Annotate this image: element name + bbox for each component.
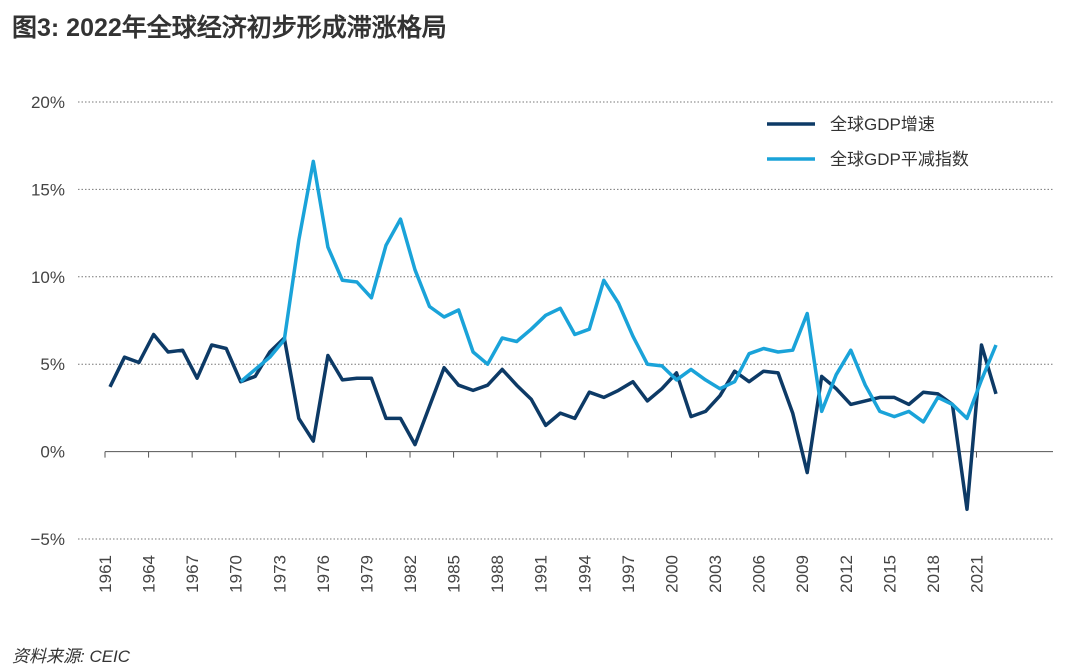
x-tick-label: 1973 (270, 555, 289, 593)
y-tick-label: 15% (31, 180, 65, 199)
x-tick-label: 1988 (488, 555, 507, 593)
series-line (108, 332, 998, 512)
legend-label: 全球GDP平减指数 (830, 150, 969, 169)
x-tick-label: 1979 (357, 555, 376, 593)
x-tick-label: 2012 (837, 555, 856, 593)
y-tick-label: −5% (31, 530, 66, 549)
x-tick-label: 1964 (140, 555, 159, 593)
series-line (239, 159, 998, 424)
y-tick-label: 5% (40, 355, 65, 374)
y-tick-label: 10% (31, 268, 65, 287)
x-tick-label: 2021 (967, 555, 986, 593)
x-tick-label: 2003 (706, 555, 725, 593)
y-tick-label: 20% (31, 93, 65, 112)
chart-title: 图3: 2022年全球经济初步形成滞涨格局 (12, 13, 447, 42)
legend-label: 全球GDP增速 (830, 115, 935, 134)
x-tick-label: 1961 (96, 555, 115, 593)
x-tick-label: 2000 (662, 555, 681, 593)
y-tick-label: 0% (40, 443, 65, 462)
x-tick-label: 1997 (619, 555, 638, 593)
x-tick-label: 1994 (575, 555, 594, 593)
x-tick-label: 2015 (880, 555, 899, 593)
source-note: 资料来源: CEIC (12, 647, 131, 666)
x-tick-label: 1991 (532, 555, 551, 593)
x-tick-label: 1970 (227, 555, 246, 593)
x-tick-label: 2018 (924, 555, 943, 593)
x-tick-label: 1982 (401, 555, 420, 593)
x-tick-label: 2006 (750, 555, 769, 593)
x-tick-label: 1985 (445, 555, 464, 593)
x-tick-label: 1967 (183, 555, 202, 593)
x-tick-label: 1976 (314, 555, 333, 593)
x-tick-label: 2009 (793, 555, 812, 593)
